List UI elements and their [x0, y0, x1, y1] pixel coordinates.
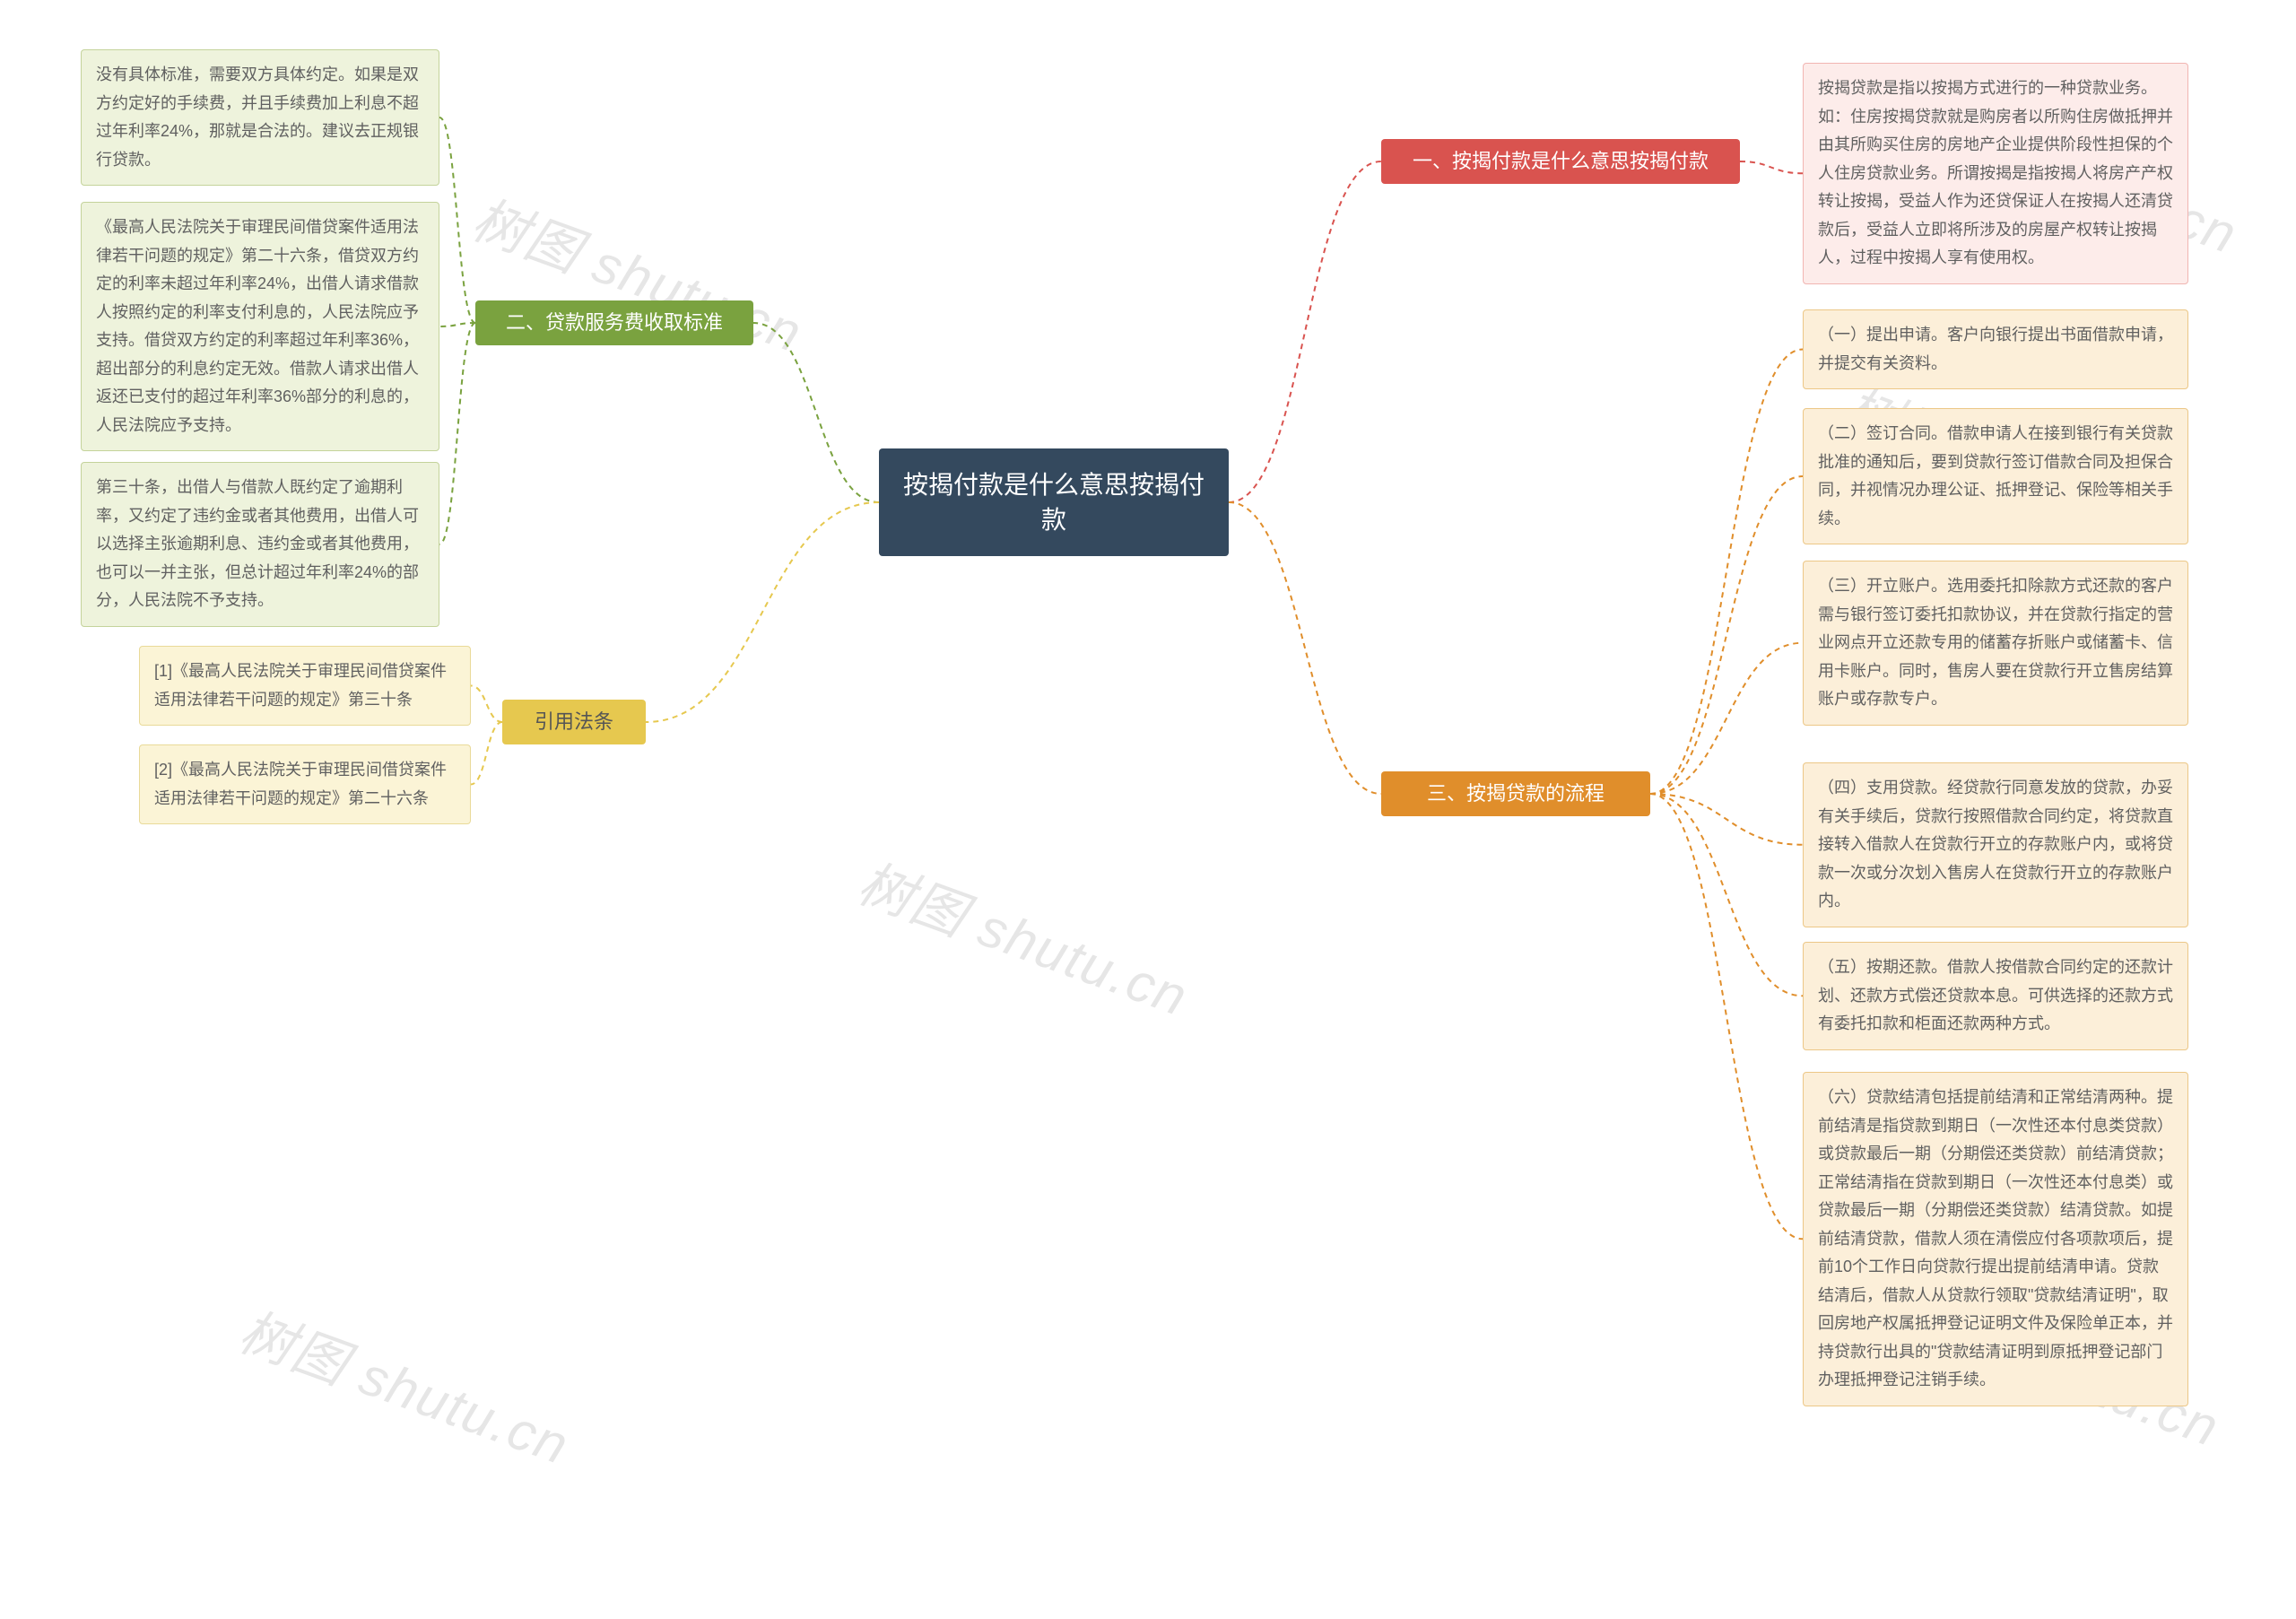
leaf-b3-6[interactable]: （六）贷款结清包括提前结清和正常结清两种。提前结清是指贷款到期日（一次性还本付息… — [1803, 1072, 2188, 1406]
leaf-b3-5-text: （五）按期还款。借款人按借款合同约定的还款计划、还款方式偿还贷款本息。可供选择的… — [1818, 958, 2173, 1032]
leaf-b2-1[interactable]: 没有具体标准，需要双方具体约定。如果是双方约定好的手续费，并且手续费加上利息不超… — [81, 49, 439, 186]
leaf-b3-4[interactable]: （四）支用贷款。经贷款行同意发放的贷款，办妥有关手续后，贷款行按照借款合同约定，… — [1803, 762, 2188, 927]
branch-3[interactable]: 三、按揭贷款的流程 — [1381, 771, 1650, 816]
branch-4[interactable]: 引用法条 — [502, 700, 646, 744]
leaf-b3-1-text: （一）提出申请。客户向银行提出书面借款申请，并提交有关资料。 — [1818, 326, 2173, 372]
branch-1[interactable]: 一、按揭付款是什么意思按揭付款 — [1381, 139, 1740, 184]
branch-2[interactable]: 二、贷款服务费收取标准 — [475, 300, 753, 345]
leaf-b4-1[interactable]: [1]《最高人民法院关于审理民间借贷案件适用法律若干问题的规定》第三十条 — [139, 646, 471, 726]
leaf-b3-6-text: （六）贷款结清包括提前结清和正常结清两种。提前结清是指贷款到期日（一次性还本付息… — [1818, 1088, 2173, 1388]
leaf-b3-3-text: （三）开立账户。选用委托扣除款方式还款的客户需与银行签订委托扣款协议，并在贷款行… — [1818, 577, 2173, 708]
leaf-b4-2[interactable]: [2]《最高人民法院关于审理民间借贷案件适用法律若干问题的规定》第二十六条 — [139, 744, 471, 824]
leaf-b3-5[interactable]: （五）按期还款。借款人按借款合同约定的还款计划、还款方式偿还贷款本息。可供选择的… — [1803, 942, 2188, 1050]
leaf-b2-3[interactable]: 第三十条，出借人与借款人既约定了逾期利率，又约定了违约金或者其他费用，出借人可以… — [81, 462, 439, 627]
leaf-b2-1-text: 没有具体标准，需要双方具体约定。如果是双方约定好的手续费，并且手续费加上利息不超… — [96, 65, 419, 169]
branch-4-label: 引用法条 — [535, 706, 613, 737]
branch-2-label: 二、贷款服务费收取标准 — [506, 307, 723, 338]
leaf-b3-2[interactable]: （二）签订合同。借款申请人在接到银行有关贷款批准的通知后，要到贷款行签订借款合同… — [1803, 408, 2188, 544]
watermark: 树图 shutu.cn — [849, 840, 1201, 1032]
leaf-b1-1-text: 按揭贷款是指以按揭方式进行的一种贷款业务。如：住房按揭贷款就是购房者以所购住房做… — [1818, 79, 2173, 266]
leaf-b2-2[interactable]: 《最高人民法院关于审理民间借贷案件适用法律若干问题的规定》第二十六条，借贷双方约… — [81, 202, 439, 451]
branch-1-label: 一、按揭付款是什么意思按揭付款 — [1413, 145, 1709, 177]
leaf-b1-1[interactable]: 按揭贷款是指以按揭方式进行的一种贷款业务。如：住房按揭贷款就是购房者以所购住房做… — [1803, 63, 2188, 284]
leaf-b2-3-text: 第三十条，出借人与借款人既约定了逾期利率，又约定了违约金或者其他费用，出借人可以… — [96, 478, 419, 609]
leaf-b2-2-text: 《最高人民法院关于审理民间借贷案件适用法律若干问题的规定》第二十六条，借贷双方约… — [96, 218, 419, 434]
leaf-b3-2-text: （二）签订合同。借款申请人在接到银行有关贷款批准的通知后，要到贷款行签订借款合同… — [1818, 424, 2173, 527]
leaf-b4-1-text: [1]《最高人民法院关于审理民间借贷案件适用法律若干问题的规定》第三十条 — [154, 662, 447, 709]
branch-3-label: 三、按揭贷款的流程 — [1427, 778, 1605, 809]
watermark: 树图 shutu.cn — [230, 1289, 582, 1481]
leaf-b3-3[interactable]: （三）开立账户。选用委托扣除款方式还款的客户需与银行签订委托扣款协议，并在贷款行… — [1803, 561, 2188, 726]
leaf-b3-4-text: （四）支用贷款。经贷款行同意发放的贷款，办妥有关手续后，贷款行按照借款合同约定，… — [1818, 779, 2173, 910]
leaf-b4-2-text: [2]《最高人民法院关于审理民间借贷案件适用法律若干问题的规定》第二十六条 — [154, 761, 447, 807]
root-node[interactable]: 按揭付款是什么意思按揭付款 — [879, 448, 1229, 556]
leaf-b3-1[interactable]: （一）提出申请。客户向银行提出书面借款申请，并提交有关资料。 — [1803, 309, 2188, 389]
root-label: 按揭付款是什么意思按揭付款 — [893, 467, 1214, 537]
